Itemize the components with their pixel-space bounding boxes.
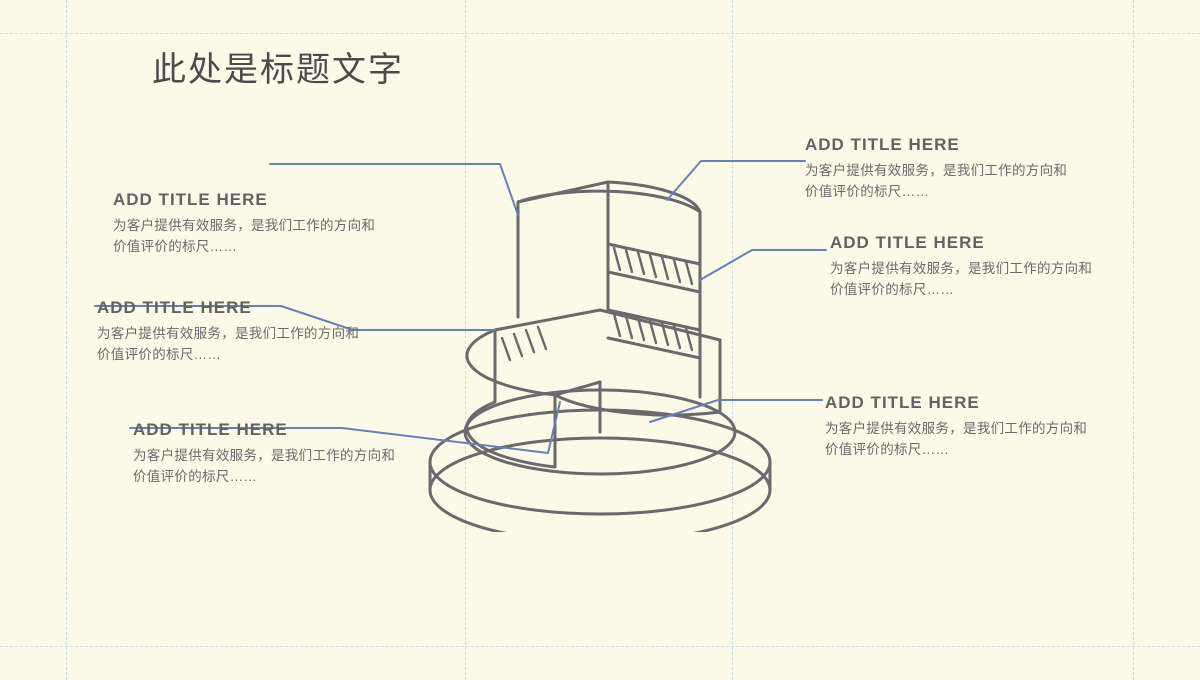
callout-title: ADD TITLE HERE: [830, 233, 1100, 253]
callout-body: 为客户提供有效服务，是我们工作的方向和价值评价的标尺……: [830, 259, 1100, 301]
ruler-horizontal: [0, 33, 1200, 34]
callout-body: 为客户提供有效服务，是我们工作的方向和价值评价的标尺……: [805, 161, 1075, 203]
callout-title: ADD TITLE HERE: [805, 135, 1075, 155]
callout-title: ADD TITLE HERE: [825, 393, 1095, 413]
callout-title: ADD TITLE HERE: [113, 190, 383, 210]
ruler-vertical: [66, 0, 67, 680]
page-title: 此处是标题文字: [152, 42, 404, 91]
pie-3d-sketch: [400, 152, 800, 532]
callout-body: 为客户提供有效服务，是我们工作的方向和价值评价的标尺……: [113, 216, 383, 258]
callout-body: 为客户提供有效服务，是我们工作的方向和价值评价的标尺……: [133, 446, 403, 488]
callout-right-1: ADD TITLE HERE 为客户提供有效服务，是我们工作的方向和价值评价的标…: [805, 135, 1075, 203]
callout-left-3: ADD TITLE HERE 为客户提供有效服务，是我们工作的方向和价值评价的标…: [133, 420, 403, 488]
callout-right-3: ADD TITLE HERE 为客户提供有效服务，是我们工作的方向和价值评价的标…: [825, 393, 1095, 461]
callout-right-2: ADD TITLE HERE 为客户提供有效服务，是我们工作的方向和价值评价的标…: [830, 233, 1100, 301]
callout-body: 为客户提供有效服务，是我们工作的方向和价值评价的标尺……: [97, 324, 367, 366]
ruler-vertical: [1133, 0, 1134, 680]
callout-left-1: ADD TITLE HERE 为客户提供有效服务，是我们工作的方向和价值评价的标…: [113, 190, 383, 258]
callout-title: ADD TITLE HERE: [133, 420, 403, 440]
ruler-horizontal: [0, 646, 1200, 647]
callout-left-2: ADD TITLE HERE 为客户提供有效服务，是我们工作的方向和价值评价的标…: [97, 298, 367, 366]
callout-title: ADD TITLE HERE: [97, 298, 367, 318]
callout-body: 为客户提供有效服务，是我们工作的方向和价值评价的标尺……: [825, 419, 1095, 461]
